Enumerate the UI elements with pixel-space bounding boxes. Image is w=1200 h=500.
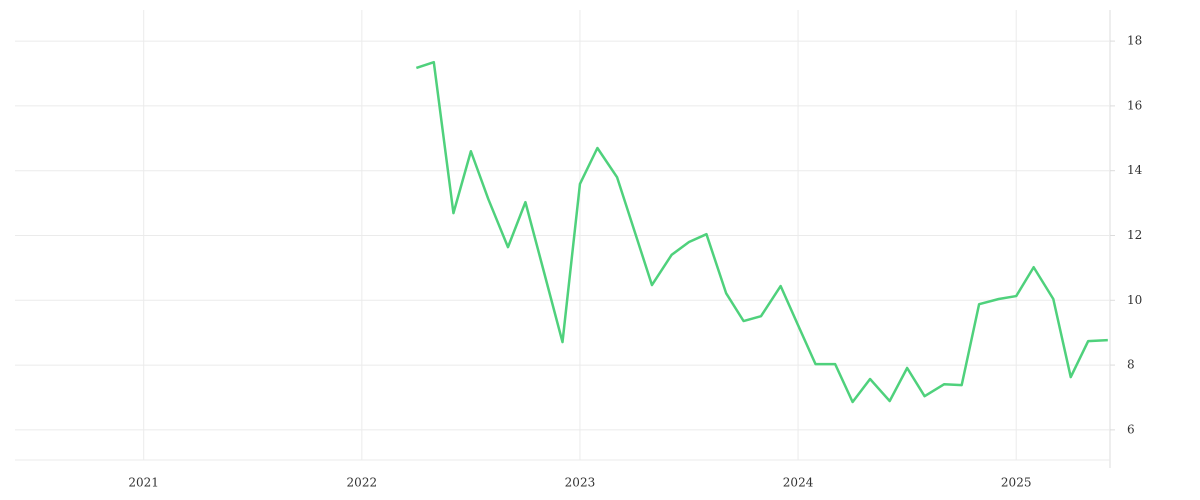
x-tick-label: 2024 <box>783 476 814 490</box>
y-tick-label: 6 <box>1127 422 1135 436</box>
y-tick-label: 14 <box>1127 163 1143 177</box>
y-tick-label: 10 <box>1127 293 1142 307</box>
x-tick-label: 2022 <box>347 476 378 490</box>
y-tick-label: 18 <box>1127 34 1142 48</box>
y-tick-label: 8 <box>1127 358 1135 372</box>
line-series <box>415 60 1108 404</box>
x-tick-label: 2021 <box>128 476 159 490</box>
x-tick-label: 2025 <box>1001 476 1032 490</box>
y-tick-label: 16 <box>1127 98 1142 112</box>
y-tick-label: 12 <box>1127 228 1142 242</box>
x-tick-label: 2023 <box>565 476 596 490</box>
